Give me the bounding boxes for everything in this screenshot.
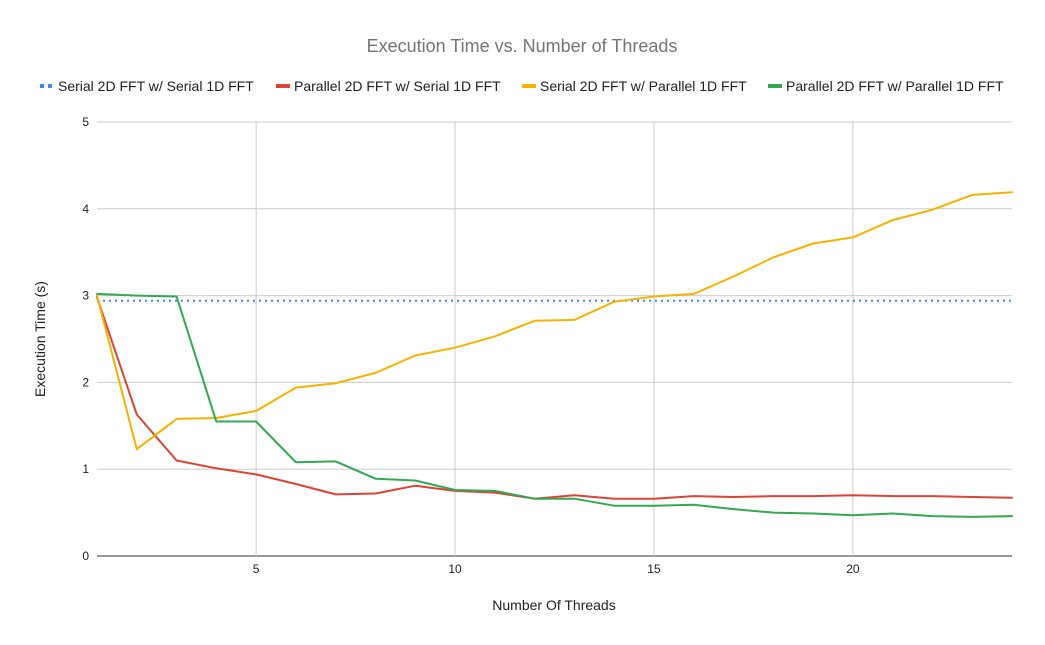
y-tick-label-5: 5 (82, 115, 89, 129)
legend-item-serial-serial[interactable]: Serial 2D FFT w/ Serial 1D FFT (40, 78, 254, 94)
x-axis-title: Number Of Threads (492, 597, 615, 613)
y-tick-label-4: 4 (82, 202, 89, 216)
x-tick-label-15: 15 (647, 562, 661, 576)
series-lines (96, 191, 1013, 518)
series-line-parallel-parallel[interactable] (96, 292, 1013, 518)
y-tick-label-0: 0 (82, 549, 89, 563)
y-tick-label-1: 1 (82, 462, 89, 476)
x-tick-label-20: 20 (846, 562, 860, 576)
chart-title: Execution Time vs. Number of Threads (367, 36, 678, 56)
y-tick-label-2: 2 (82, 375, 89, 389)
legend-label-parallel-parallel: Parallel 2D FFT w/ Parallel 1D FFT (786, 78, 1004, 94)
legend-item-parallel-parallel[interactable]: Parallel 2D FFT w/ Parallel 1D FFT (768, 78, 1004, 94)
legend-item-parallel-serial[interactable]: Parallel 2D FFT w/ Serial 1D FFT (276, 78, 501, 94)
series-line-parallel-serial[interactable] (96, 296, 1013, 500)
legend: Serial 2D FFT w/ Serial 1D FFT Parallel … (40, 78, 1004, 94)
legend-label-serial-serial: Serial 2D FFT w/ Serial 1D FFT (58, 78, 254, 94)
series-line-serial-parallel[interactable] (96, 191, 1013, 451)
legend-label-serial-parallel: Serial 2D FFT w/ Parallel 1D FFT (540, 78, 747, 94)
legend-item-serial-parallel[interactable]: Serial 2D FFT w/ Parallel 1D FFT (522, 78, 747, 94)
gridlines (97, 121, 1012, 557)
legend-label-parallel-serial: Parallel 2D FFT w/ Serial 1D FFT (294, 78, 501, 94)
x-tick-label-5: 5 (253, 562, 260, 576)
y-axis-title: Execution Time (s) (32, 281, 48, 397)
y-tick-label-3: 3 (82, 289, 89, 303)
tick-labels: 0 1 2 3 4 5 5 10 15 20 (82, 115, 860, 576)
x-tick-label-10: 10 (448, 562, 462, 576)
